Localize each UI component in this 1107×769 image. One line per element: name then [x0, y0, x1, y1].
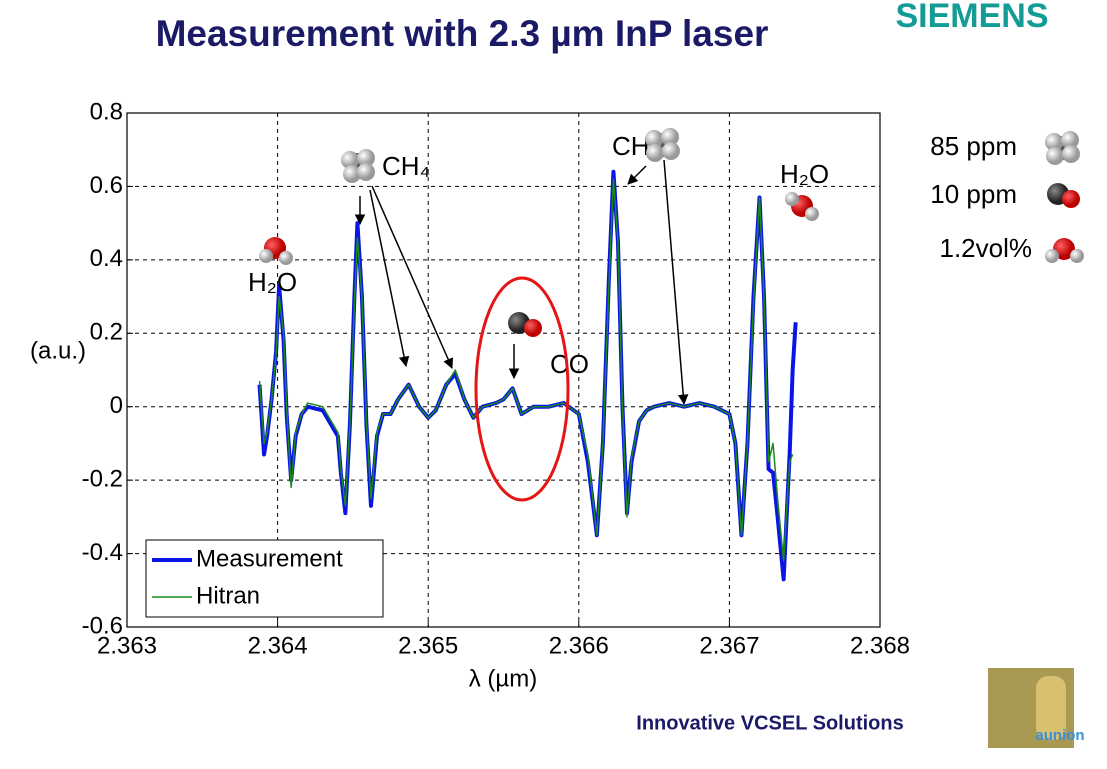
- x-axis-label: λ (µm): [469, 665, 537, 692]
- series-line: [258, 178, 794, 562]
- x-tick-label: 2.368: [850, 632, 910, 659]
- y-tick-label: -0.4: [82, 539, 123, 566]
- concentration: 85 ppm: [930, 131, 1017, 161]
- legend-label: Hitran: [196, 582, 260, 609]
- y-tick-label: 0: [110, 392, 123, 419]
- x-tick-label: 2.363: [97, 632, 157, 659]
- y-tick-label: 0.8: [90, 98, 123, 125]
- annotation: CO: [550, 349, 589, 379]
- badge-text: aunion: [1035, 727, 1084, 744]
- x-tick-label: 2.365: [398, 632, 458, 659]
- badge-chip: [1036, 676, 1066, 740]
- x-tick-label: 2.366: [549, 632, 609, 659]
- y-tick-label: 0.6: [90, 172, 123, 199]
- y-tick-label: -0.2: [82, 465, 123, 492]
- annotation: H₂O: [780, 159, 829, 189]
- y-tick-label: 0.4: [90, 245, 123, 272]
- y-axis-label: (a.u.): [30, 337, 86, 364]
- concentration: 1.2vol%: [940, 233, 1033, 263]
- y-tick-label: 0.2: [90, 319, 123, 346]
- plot: -0.6 -0.4 -0.2 0 0.2 0.4 0.6 0.8 2.363 2.364 2.365…: [82, 98, 910, 659]
- x-tick-label: 2.364: [248, 632, 308, 659]
- concentration: 10 ppm: [930, 179, 1017, 209]
- x-tick-label: 2.367: [699, 632, 759, 659]
- legend-box: [145, 539, 384, 618]
- plot-frame: [126, 112, 881, 628]
- highlight-ellipse: [474, 276, 570, 502]
- arrows: [354, 159, 689, 406]
- annotation: CH₄: [382, 151, 430, 181]
- molecule-icons: [259, 128, 1084, 337]
- slide-title: Measurement with 2.3 µm InP laser: [156, 13, 769, 54]
- y-tick-label: -0.6: [82, 612, 123, 639]
- annotation: H₂O: [248, 267, 297, 297]
- legend-label: Measurement: [196, 545, 343, 572]
- brand: SIEMENS: [895, 0, 1048, 35]
- footer: Innovative VCSEL Solutions: [636, 712, 903, 734]
